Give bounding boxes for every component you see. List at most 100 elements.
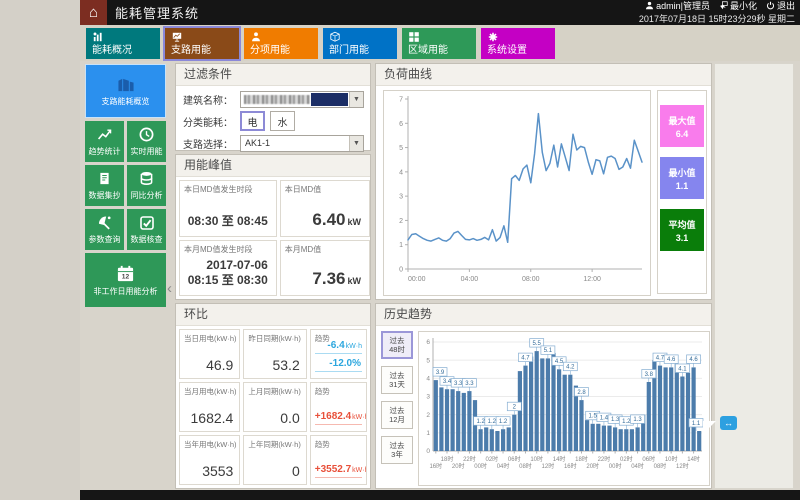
branch-select-value: AK1-1 xyxy=(245,138,270,148)
sidebar-item-branch-overview[interactable]: 支路能耗概览 xyxy=(85,64,166,118)
svg-text:1: 1 xyxy=(399,242,403,249)
sidebar-item-trend-stats[interactable]: 趋势统计 xyxy=(85,121,124,162)
minimize-button[interactable]: 最小化 xyxy=(719,1,757,12)
load-curve-panel: 负荷曲线 0123456700:0004:0008:0012:00 最大值6.4… xyxy=(375,63,712,300)
chevron-down-icon[interactable]: ▼ xyxy=(349,136,363,151)
sidebar-item-yoy-analysis[interactable]: 同比分析 xyxy=(127,165,166,206)
comparison-cell-label: 当年用电(kW·h) xyxy=(184,439,237,450)
branch-select[interactable]: AK1-1 ▼ xyxy=(240,135,364,152)
load-curve-line xyxy=(408,114,642,243)
app-window: ⌂ 能耗管理系统 admin|管理员 最小化 退出 xyxy=(80,0,800,500)
sidebar-item-realtime-energy[interactable]: 实时用能 xyxy=(127,121,166,162)
home-button[interactable]: ⌂ xyxy=(80,0,107,25)
svg-text:16时: 16时 xyxy=(429,462,442,470)
range-button-31d[interactable]: 过去31天 xyxy=(381,366,413,394)
comparison-grid: 当日用电(kW·h)46.9昨日同期(kW·h)53.2趋势-6.4kW·h-1… xyxy=(176,326,370,488)
sidebar-item-label: 同比分析 xyxy=(131,190,163,201)
svg-text:1.4: 1.4 xyxy=(600,415,609,421)
nav-tab-settings[interactable]: 系统设置 xyxy=(481,28,555,59)
history-bar xyxy=(669,367,673,451)
svg-text:02时: 02时 xyxy=(486,455,499,463)
svg-text:0: 0 xyxy=(426,448,430,455)
sidebar: 支路能耗概览趋势统计实时用能数据集抄同比分析参数查询数据核查 12非工作日用能分析 xyxy=(85,64,166,307)
bottom-bar xyxy=(80,490,800,500)
sidebar-item-data-check[interactable]: 数据核查 xyxy=(127,209,166,250)
chart-cursor-icon[interactable]: ↔ xyxy=(720,416,737,430)
svg-text:6: 6 xyxy=(399,121,403,128)
stat-card-label: 平均值 xyxy=(668,218,695,231)
svg-text:00时: 00时 xyxy=(474,462,487,470)
svg-text:5.1: 5.1 xyxy=(544,348,553,354)
nav-tab-subentry[interactable]: 分项用能 xyxy=(244,28,318,59)
comparison-cell-value: 3553 xyxy=(202,463,233,479)
sidebar-item-data-reading[interactable]: 数据集抄 xyxy=(85,165,124,206)
history-bar xyxy=(647,382,651,451)
category-water-button[interactable]: 水 xyxy=(270,111,295,131)
svg-text:14时: 14时 xyxy=(553,455,566,463)
comparison-cell: 昨日同期(kW·h)53.2 xyxy=(243,329,306,379)
comparison-cell: 当日用电(kW·h)46.9 xyxy=(179,329,240,379)
chevron-down-icon[interactable]: ▼ xyxy=(349,92,363,107)
history-bar xyxy=(579,400,583,451)
svg-text:1.2: 1.2 xyxy=(499,419,508,425)
user-icon xyxy=(645,1,654,12)
trend-value: +3552.7kW·h xyxy=(315,464,362,478)
comparison-panel-title: 环比 xyxy=(176,304,370,326)
history-bar xyxy=(540,358,544,451)
filter-panel-title: 过滤条件 xyxy=(176,64,370,86)
dish-icon xyxy=(96,214,113,231)
category-electric-button[interactable]: 电 xyxy=(240,111,265,131)
trend-label: 趋势 xyxy=(315,386,330,397)
history-bar xyxy=(680,377,684,452)
svg-text:1.3: 1.3 xyxy=(611,417,620,423)
peak-grid: 本日MD值发生时段08:30 至 08:45本日MD值6.40kW本月MD值发生… xyxy=(176,177,370,299)
history-bar xyxy=(585,420,589,451)
history-panel-title: 历史趋势 xyxy=(376,304,711,326)
nav-tab-overview[interactable]: 能耗概况 xyxy=(86,28,160,59)
svg-text:4: 4 xyxy=(426,376,430,383)
logout-button[interactable]: 退出 xyxy=(766,1,795,12)
history-bar xyxy=(445,389,449,451)
range-button-12m[interactable]: 过去12月 xyxy=(381,401,413,429)
database-icon xyxy=(138,170,155,187)
history-bar xyxy=(434,380,438,451)
svg-text:0: 0 xyxy=(399,267,403,274)
building-select[interactable]: ▼ xyxy=(240,91,364,108)
main-nav: 能耗概况支路用能分项用能部门用能区域用能 系统设置 xyxy=(80,25,800,61)
svg-text:5: 5 xyxy=(426,357,430,364)
trend-value: +1682.4kW·h xyxy=(315,411,362,425)
peak-cell-label: 本月MD值发生时段 xyxy=(184,244,252,255)
nav-tab-department[interactable]: 部门用能 xyxy=(323,28,397,59)
history-bar xyxy=(591,424,595,451)
user-menu[interactable]: admin|管理员 xyxy=(645,1,710,12)
svg-text:08时: 08时 xyxy=(519,462,532,470)
sidebar-item-label: 数据核查 xyxy=(131,234,163,245)
range-button-3y[interactable]: 过去3年 xyxy=(381,436,413,464)
svg-text:12时: 12时 xyxy=(542,462,555,470)
sidebar-item-nonworkday-analysis[interactable]: 12非工作日用能分析 xyxy=(85,253,166,307)
nav-tab-branch[interactable]: 支路用能 xyxy=(165,28,239,59)
range-button-48h[interactable]: 过去48时 xyxy=(381,331,413,359)
stat-card-label: 最小值 xyxy=(668,166,695,179)
sidebar-collapse-arrow[interactable]: ‹ xyxy=(167,268,175,308)
nav-tab-label: 区域用能 xyxy=(408,41,448,56)
peak-cell-label: 本日MD值发生时段 xyxy=(184,184,252,195)
svg-text:3.3: 3.3 xyxy=(465,381,474,387)
sidebar-item-label: 非工作日用能分析 xyxy=(94,286,158,297)
comparison-cell: 上年同期(kW·h)0 xyxy=(243,435,306,485)
document-icon xyxy=(97,170,112,187)
nav-tab-area[interactable]: 区域用能 xyxy=(402,28,476,59)
svg-text:10时: 10时 xyxy=(665,455,678,463)
stat-card-value: 1.1 xyxy=(676,181,689,191)
load-curve-chart[interactable]: 0123456700:0004:0008:0012:00 xyxy=(383,90,651,296)
datetime: 2017年07月18日 15时23分29秒 星期二 xyxy=(639,15,795,24)
history-bar-chart[interactable]: 012345616时18时20时22时00时02时04时06时08时10时12时… xyxy=(418,331,710,486)
svg-text:4.7: 4.7 xyxy=(656,355,665,361)
history-bar xyxy=(535,351,539,451)
home-icon: ⌂ xyxy=(89,4,98,21)
svg-text:20时: 20时 xyxy=(452,462,465,470)
sidebar-item-parameter-query[interactable]: 参数查询 xyxy=(85,209,124,250)
svg-text:1.2: 1.2 xyxy=(622,419,631,425)
history-bar xyxy=(495,431,499,451)
svg-text:1.1: 1.1 xyxy=(692,421,701,427)
